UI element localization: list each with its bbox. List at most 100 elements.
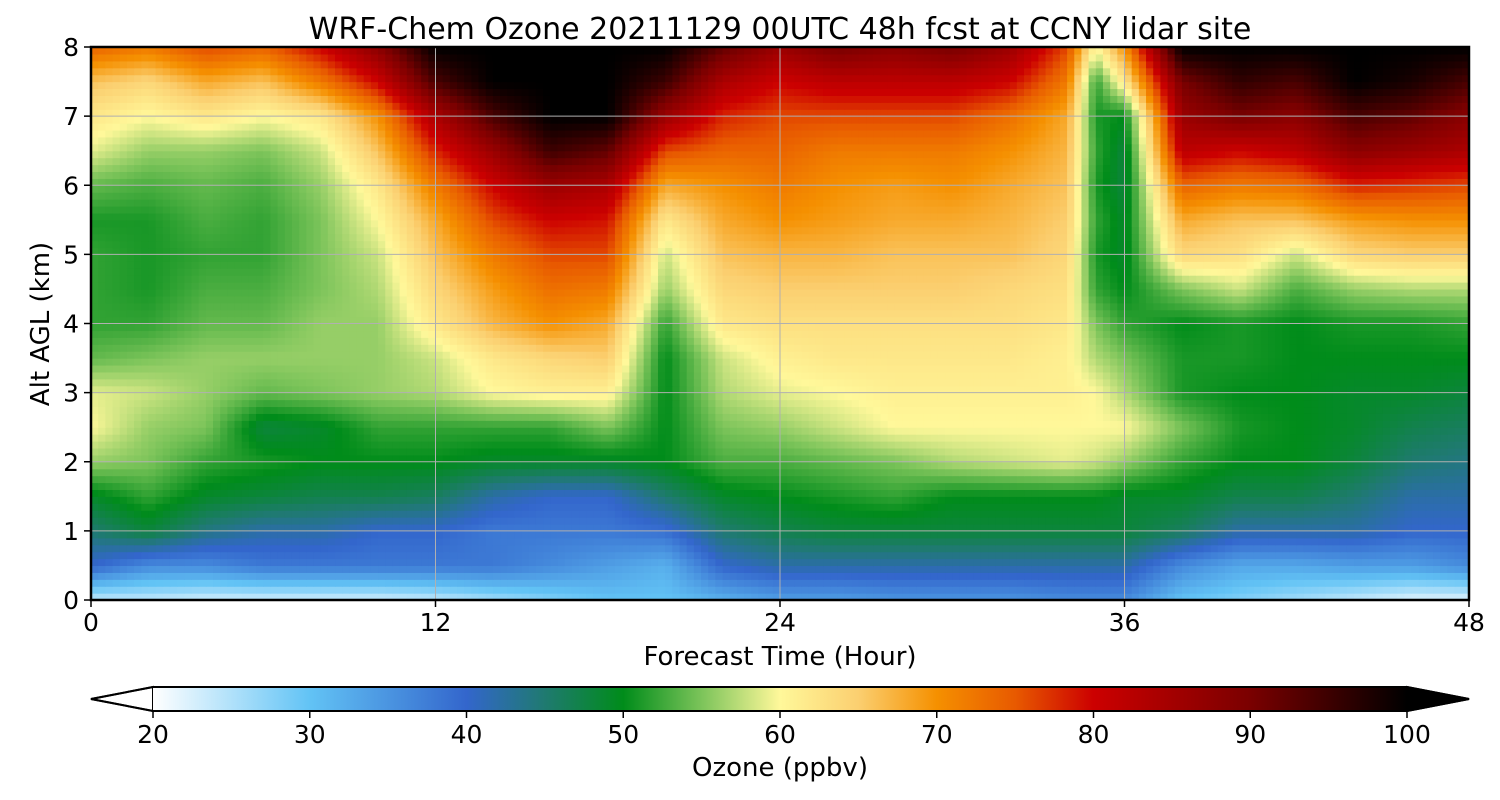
- heatmap-cell: [686, 496, 695, 504]
- heatmap-cell: [945, 496, 953, 504]
- heatmap-cell: [945, 586, 953, 594]
- heatmap-cell: [873, 496, 882, 504]
- heatmap-cell: [141, 447, 150, 456]
- heatmap-cell: [342, 427, 350, 435]
- heatmap-cell: [284, 579, 293, 587]
- heatmap-cell: [952, 523, 961, 532]
- heatmap-cell: [801, 427, 810, 435]
- heatmap-cell: [1260, 593, 1269, 600]
- heatmap-cell: [1246, 510, 1255, 518]
- heatmap-cell: [492, 489, 501, 497]
- heatmap-cell: [1325, 496, 1334, 504]
- heatmap-cell: [866, 503, 874, 511]
- heatmap-cell: [1425, 441, 1434, 449]
- heatmap-cell: [657, 475, 666, 484]
- heatmap-cell: [435, 579, 444, 587]
- heatmap-cell: [1002, 496, 1011, 504]
- heatmap-cell: [313, 420, 322, 428]
- heatmap-cell: [1404, 475, 1413, 484]
- heatmap-cell: [1153, 565, 1161, 573]
- heatmap-cell: [378, 427, 386, 435]
- heatmap-cell: [335, 537, 343, 546]
- heatmap-cell: [543, 420, 551, 428]
- heatmap-cell: [571, 537, 580, 546]
- heatmap-cell: [370, 537, 379, 546]
- heatmap-cell: [471, 447, 480, 456]
- heatmap-cell: [363, 551, 372, 560]
- heatmap-cell: [765, 454, 774, 463]
- heatmap-cell: [413, 461, 422, 470]
- heatmap-cell: [464, 537, 472, 546]
- heatmap-cell: [643, 579, 652, 587]
- heatmap-cell: [880, 427, 889, 435]
- heatmap-cell: [1368, 537, 1377, 546]
- heatmap-cell: [535, 565, 544, 573]
- heatmap-cell: [112, 420, 121, 428]
- heatmap-cell: [643, 551, 652, 560]
- heatmap-cell: [1289, 461, 1298, 470]
- heatmap-cell: [1067, 427, 1075, 435]
- heatmap-cell: [514, 558, 523, 567]
- heatmap-cell: [772, 420, 781, 428]
- heatmap-cell: [736, 447, 745, 456]
- heatmap-cell: [564, 551, 573, 560]
- heatmap-cell: [98, 468, 106, 477]
- heatmap-cell: [1009, 523, 1018, 532]
- heatmap-cell: [736, 551, 745, 560]
- heatmap-cell: [679, 441, 688, 449]
- heatmap-cell: [528, 482, 537, 490]
- heatmap-cell: [1433, 537, 1441, 546]
- heatmap-cell: [736, 565, 745, 573]
- heatmap-cell: [1088, 537, 1097, 546]
- heatmap-cell: [550, 441, 559, 449]
- heatmap-cell: [1447, 537, 1456, 546]
- heatmap-cell: [593, 461, 602, 470]
- heatmap-cell: [514, 496, 523, 504]
- heatmap-cell: [930, 572, 939, 580]
- heatmap-cell: [1289, 537, 1298, 546]
- heatmap-cell: [973, 468, 982, 477]
- heatmap-cell: [500, 544, 508, 553]
- heatmap-cell: [363, 475, 372, 484]
- heatmap-cell: [1024, 579, 1032, 587]
- heatmap-cell: [586, 579, 594, 587]
- heatmap-cell: [622, 441, 630, 449]
- heatmap-cell: [184, 586, 193, 594]
- heatmap-cell: [464, 572, 472, 580]
- heatmap-cell: [1174, 551, 1183, 560]
- heatmap-cell: [1052, 510, 1061, 518]
- heatmap-cell: [1390, 517, 1398, 525]
- heatmap-cell: [1411, 420, 1420, 428]
- heatmap-cell: [909, 489, 917, 497]
- heatmap-cell: [952, 537, 961, 546]
- heatmap-cell: [485, 537, 494, 546]
- heatmap-cell: [1289, 558, 1298, 567]
- heatmap-cell: [234, 537, 243, 546]
- heatmap-cell: [169, 496, 178, 504]
- heatmap-cell: [241, 593, 250, 600]
- heatmap-cell: [722, 434, 731, 442]
- heatmap-cell: [1354, 441, 1362, 449]
- heatmap-cell: [1368, 447, 1377, 456]
- heatmap-cell: [571, 530, 580, 539]
- heatmap-cell: [973, 427, 982, 435]
- heatmap-cell: [198, 468, 207, 477]
- heatmap-cell: [1390, 441, 1398, 449]
- heatmap-cell: [134, 489, 142, 497]
- heatmap-cell: [291, 475, 300, 484]
- heatmap-cell: [873, 447, 882, 456]
- heatmap-cell: [729, 593, 738, 600]
- heatmap-cell: [521, 593, 530, 600]
- heatmap-cell: [162, 454, 171, 463]
- heatmap-cell: [356, 586, 365, 594]
- heatmap-cell: [449, 475, 458, 484]
- heatmap-cell: [873, 530, 882, 539]
- heatmap-cell: [457, 523, 465, 532]
- heatmap-cell: [270, 537, 279, 546]
- heatmap-cell: [1074, 461, 1083, 470]
- heatmap-cell: [1397, 579, 1406, 587]
- heatmap-cell: [485, 434, 494, 442]
- heatmap-cell: [794, 496, 803, 504]
- heatmap-cell: [406, 537, 415, 546]
- heatmap-cell: [141, 503, 150, 511]
